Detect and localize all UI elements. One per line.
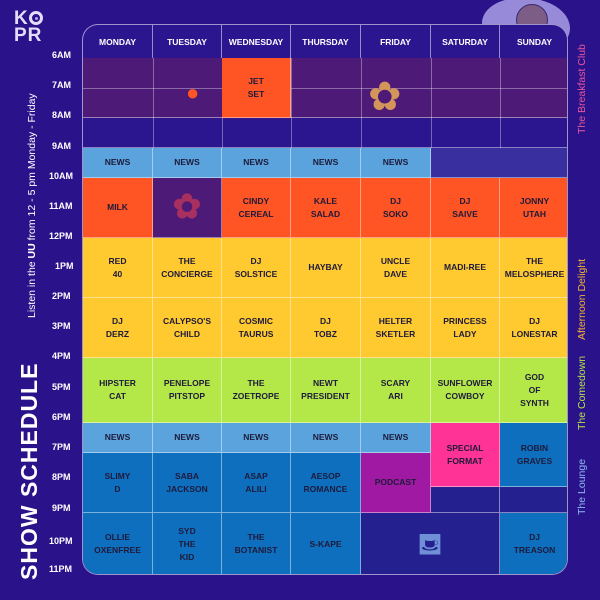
time-label: 6PM [52,412,71,422]
show-hipster-cat[interactable]: HIPSTER CAT [83,358,153,423]
grid-line [83,88,567,89]
empty-slot [431,487,500,513]
show-news[interactable]: NEWS [291,148,361,178]
day-header-wednesday: WEDNESDAY [222,25,291,58]
show-aesop-romance[interactable]: AESOP ROMANCE [291,453,361,513]
page-title: SHOW SCHEDULE [16,362,42,580]
time-label: 11PM [49,564,73,574]
show-news[interactable]: NEWS [153,148,222,178]
time-label: 12PM [49,231,73,241]
show-dj-derz[interactable]: DJ DERZ [83,298,153,358]
block-label-the-lounge: The Lounge [576,458,588,515]
show-news[interactable]: NEWS [361,423,431,453]
show-scary-ari[interactable]: SCARY ARI [361,358,431,423]
time-label: 7PM [52,442,71,452]
show-podcast[interactable]: PODCAST [361,453,431,513]
schedule-grid: MONDAY TUESDAY WEDNESDAY THURSDAY FRIDAY… [82,24,568,575]
empty-slot [500,487,567,513]
show-milk[interactable]: MILK [83,178,153,238]
flower-icon: ✿ [368,75,402,119]
armchair-icon: ⛾ [417,527,443,561]
show-the-zoetrope[interactable]: THE ZOETROPE [222,358,291,423]
time-label: 8AM [52,110,72,120]
time-label: 5PM [52,382,71,392]
time-label: 1PM [55,261,74,271]
show-saba-jackson[interactable]: SABA JACKSON [153,453,222,513]
day-header-monday: MONDAY [83,25,153,58]
show-red-40[interactable]: RED 40 [83,238,153,298]
show-princess-lady[interactable]: PRINCESS LADY [431,298,500,358]
day-header-tuesday: TUESDAY [153,25,222,58]
show-kale-salad[interactable]: KALE SALAD [291,178,361,238]
show-dj-lonestar[interactable]: DJ LONESTAR [500,298,567,358]
morning-empty-band [83,58,567,118]
time-label: 8PM [52,472,71,482]
time-label: 10PM [49,536,73,546]
show-syd-the-kid[interactable]: SYD THE KID [153,513,222,574]
show-god-of-synth[interactable]: GOD OF SYNTH [500,358,567,423]
show-cosmic-taurus[interactable]: COSMIC TAURUS [222,298,291,358]
show-helter-sketler[interactable]: HELTER SKETLER [361,298,431,358]
time-label: 6AM [52,50,72,60]
show-dj-soko[interactable]: DJ SOKO [361,178,431,238]
cartoon-character-icon: ● [186,80,200,105]
show-robin-graves[interactable]: ROBIN GRAVES [500,423,567,487]
show-dj-treason[interactable]: DJ TREASON [500,513,567,574]
show-madi-ree[interactable]: MADI-REE [431,238,500,298]
show-calypsos-child[interactable]: CALYPSO'S CHILD [153,298,222,358]
show-news[interactable]: NEWS [361,148,431,178]
flower-icon: ✿ [172,188,202,226]
show-penelope-pitstop[interactable]: PENELOPE PITSTOP [153,358,222,423]
show-sunflower-cowboy[interactable]: SUNFLOWER COWBOY [431,358,500,423]
time-label: 4PM [52,351,71,361]
show-jet-set[interactable]: JET SET [222,58,291,118]
show-asap-alili[interactable]: ASAP ALILI [222,453,291,513]
time-label: 10AM [49,171,74,181]
show-news[interactable]: NEWS [291,423,361,453]
block-label-breakfast-club: The Breakfast Club [576,44,588,134]
day-header-saturday: SATURDAY [431,25,500,58]
show-slimy-d[interactable]: SLIMY D [83,453,153,513]
show-cindy-cereal[interactable]: CINDY CEREAL [222,178,291,238]
empty-band [83,118,567,148]
show-uncle-dave[interactable]: UNCLE DAVE [361,238,431,298]
show-news[interactable]: NEWS [153,423,222,453]
time-label: 2PM [52,291,71,301]
day-header-thursday: THURSDAY [291,25,361,58]
show-newt-president[interactable]: NEWT PRESIDENT [291,358,361,423]
show-jonny-utah[interactable]: JONNY UTAH [500,178,567,238]
time-label: 11AM [49,201,73,211]
show-dj-saive[interactable]: DJ SAIVE [431,178,500,238]
show-the-concierge[interactable]: THE CONCIERGE [153,238,222,298]
show-the-melosphere[interactable]: THE MELOSPHERE [500,238,567,298]
time-label: 3PM [52,321,71,331]
show-s-kape[interactable]: S-KAPE [291,513,361,574]
time-label: 9PM [52,503,71,513]
show-special-format[interactable]: SPECIAL FORMAT [431,423,500,487]
block-label-afternoon-delight: Afternoon Delight [576,258,588,340]
show-dj-tobz[interactable]: DJ TOBZ [291,298,361,358]
show-news[interactable]: NEWS [83,423,153,453]
show-haybay[interactable]: HAYBAY [291,238,361,298]
empty-slot [431,148,567,178]
show-news[interactable]: NEWS [222,423,291,453]
kopr-logo: K PR [14,8,43,46]
empty-slot-armchair: ⛾ [361,513,500,574]
time-label: 7AM [52,80,72,90]
day-header-sunday: SUNDAY [516,36,553,47]
empty-slot-flower: ✿ [153,178,222,238]
show-news[interactable]: NEWS [222,148,291,178]
time-label: 9AM [52,141,72,151]
show-news[interactable]: NEWS [83,148,153,178]
logo-o-icon [28,11,43,25]
show-dj-solstice[interactable]: DJ SOLSTICE [222,238,291,298]
subtitle: Listen in the UU from 12 - 5 pm Monday -… [26,93,38,318]
day-header-friday: FRIDAY [361,25,431,58]
block-label-the-comedown: The Comedown [576,355,588,430]
show-ollie-oxenfree[interactable]: OLLIE OXENFREE [83,513,153,574]
show-the-botanist[interactable]: THE BOTANIST [222,513,291,574]
